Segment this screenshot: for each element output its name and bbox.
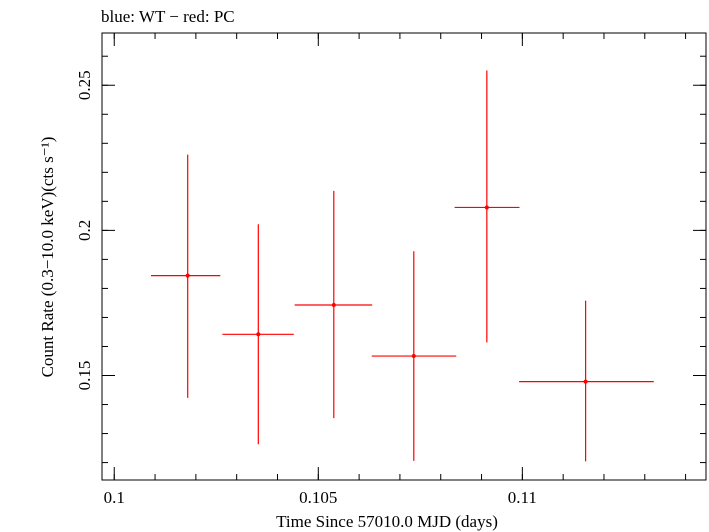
axis-ticks (102, 33, 706, 480)
point-marker (484, 205, 489, 210)
x-tick-label: 0.1 (104, 488, 125, 507)
x-axis-label: Time Since 57010.0 MJD (days) (276, 512, 498, 531)
chart-title: blue: WT − red: PC (101, 7, 235, 26)
data-point (150, 154, 221, 398)
plot-frame (101, 32, 707, 481)
data-point (519, 300, 654, 462)
data-point (222, 224, 294, 445)
point-marker (185, 273, 190, 278)
point-marker (583, 379, 588, 384)
y-tick-label: 0.15 (75, 361, 94, 391)
x-tick-label: 0.11 (508, 488, 537, 507)
y-tick-label: 0.25 (75, 70, 94, 100)
point-marker (256, 332, 261, 337)
data-point (371, 251, 457, 461)
point-marker (411, 354, 416, 359)
tick-labels: 0.1 0.105 0.11 0.15 0.2 0.25 (75, 70, 537, 507)
data-point (294, 190, 373, 419)
data-point (454, 70, 520, 343)
point-marker (331, 302, 336, 307)
y-tick-label: 0.2 (75, 220, 94, 241)
x-tick-label: 0.105 (299, 488, 337, 507)
data-points (150, 70, 654, 462)
y-axis-label: Count Rate (0.3−10.0 keV)(cts s⁻¹) (38, 137, 57, 378)
